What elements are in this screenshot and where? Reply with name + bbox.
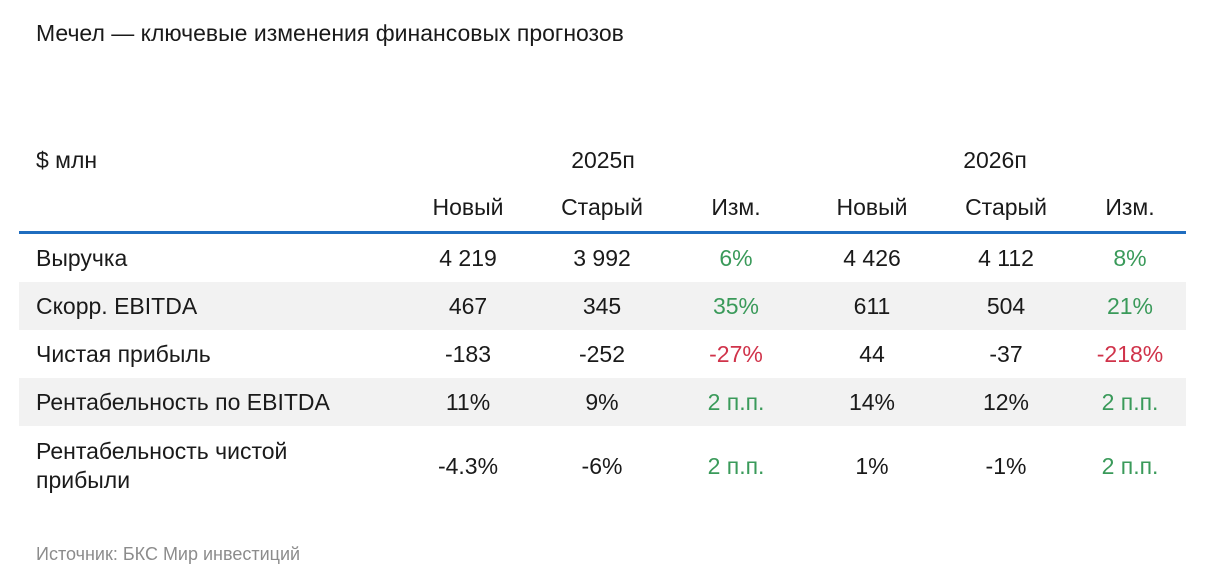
table-cell: 611 [853,292,891,319]
group-header-2025: 2025п [571,146,635,173]
column-header-row: Новый Старый Изм. Новый Старый Изм. [19,183,1186,234]
table-cell: 2 п.п. [1101,452,1159,479]
table-cell: -252 [578,340,626,367]
column-header: Новый [432,193,504,220]
table-cell: 504 [986,292,1026,319]
table-cell: 2 п.п. [707,452,765,479]
table-cell: 14% [848,388,896,415]
table-cell: 6% [719,244,753,271]
column-header: Изм. [1105,193,1155,220]
table-cell: 8% [1113,244,1147,271]
column-header: Новый [836,193,908,220]
column-header: Старый [561,193,643,220]
table-cell: 44 [859,340,885,367]
row-label: Чистая прибыль [36,340,211,367]
row-label: Рентабельность чистой прибыли [36,438,288,493]
table-cell: -218% [1096,340,1164,367]
table-row: Скорр. EBITDA 467 345 35% 611 504 21% [19,282,1186,330]
table-row: Рентабельность по EBITDA 11% 9% 2 п.п. 1… [19,378,1186,426]
table-cell: -37 [989,340,1023,367]
table-cell: 467 [448,292,488,319]
source-note: Источник: БКС Мир инвестиций [36,544,301,564]
table-cell: 3 992 [573,244,631,271]
table-row: Чистая прибыль -183 -252 -27% 44 -37 -21… [19,330,1186,378]
table-cell: 11% [445,388,491,415]
table-cell: -1% [985,452,1027,479]
table-cell: 4 112 [978,244,1034,271]
table-cell: 21% [1106,292,1154,319]
group-header-2026: 2026п [963,146,1027,173]
column-header: Старый [965,193,1047,220]
table-cell: 4 426 [843,244,901,271]
table-cell: 345 [582,292,622,319]
row-label: Выручка [36,244,128,271]
unit-label: $ млн [36,146,98,173]
page-title: Мечел — ключевые изменения финансовых пр… [36,20,624,46]
table-cell: 9% [585,388,619,415]
table-cell: -27% [709,340,763,367]
header-group-row: $ млн 2025п 2026п [19,137,1186,183]
table-cell: 35% [712,292,760,319]
row-label: Скорр. EBITDA [36,292,198,319]
table-row: Рентабельность чистой прибыли -4.3% -6% … [19,426,1186,506]
table-cell: -4.3% [437,452,499,479]
table-row: Выручка 4 219 3 992 6% 4 426 4 112 8% [19,234,1186,282]
table-cell: 2 п.п. [1101,388,1159,415]
table-cell: -6% [581,452,623,479]
table-cell: 2 п.п. [707,388,765,415]
table-cell: 1% [855,452,889,479]
column-header: Изм. [711,193,761,220]
forecast-table: $ млн 2025п 2026п Новый Старый Изм. Новы… [19,137,1186,506]
table-cell: -183 [444,340,492,367]
table-cell: 4 219 [439,244,497,271]
row-label: Рентабельность по EBITDA [36,388,330,415]
table-cell: 12% [982,388,1030,415]
